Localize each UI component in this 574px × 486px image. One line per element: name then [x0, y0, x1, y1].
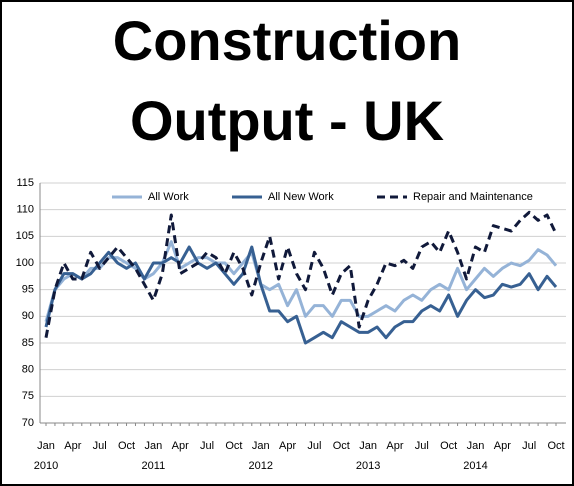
- x-tick-label: Apr: [64, 440, 81, 452]
- x-tick-label: Jan: [467, 440, 485, 452]
- x-tick-label: Jul: [93, 440, 107, 452]
- x-tick-label: Oct: [333, 440, 350, 452]
- x-tick-label: Jul: [522, 440, 536, 452]
- y-tick-label: 110: [16, 204, 34, 216]
- y-tick-label: 90: [22, 310, 34, 322]
- y-tick-label: 80: [22, 364, 34, 376]
- title-line: Output - UK: [130, 89, 444, 152]
- series-line: [44, 245, 558, 345]
- x-tick-label: Jan: [37, 440, 55, 452]
- legend-label: Repair and Maintenance: [413, 191, 533, 203]
- x-tick-label: Jan: [359, 440, 377, 452]
- year-label: 2014: [463, 460, 487, 472]
- title-line: Construction: [113, 9, 461, 72]
- x-tick-label: Oct: [440, 440, 457, 452]
- x-tick-label: Jan: [144, 440, 162, 452]
- x-tick-label: Oct: [225, 440, 242, 452]
- year-label: 2012: [248, 460, 272, 472]
- y-tick-label: 70: [22, 417, 34, 429]
- x-tick-label: Jul: [200, 440, 214, 452]
- legend-label: All New Work: [268, 191, 334, 203]
- legend-label: All Work: [148, 191, 189, 203]
- x-tick-label: Jul: [307, 440, 321, 452]
- x-tick-label: Apr: [386, 440, 403, 452]
- x-tick-label: Apr: [172, 440, 189, 452]
- y-tick-label: 85: [22, 337, 34, 349]
- y-tick-label: 100: [16, 257, 34, 269]
- x-tick-label: Apr: [279, 440, 296, 452]
- y-tick-label: 115: [16, 177, 34, 189]
- y-tick-label: 105: [16, 230, 34, 242]
- x-tick-label: Oct: [547, 440, 564, 452]
- x-tick-label: Jan: [252, 440, 270, 452]
- year-label: 2010: [34, 460, 58, 472]
- y-tick-label: 95: [22, 284, 34, 296]
- x-tick-label: Jul: [415, 440, 429, 452]
- y-tick-label: 75: [22, 390, 34, 402]
- year-label: 2011: [142, 460, 166, 472]
- x-tick-label: Oct: [118, 440, 135, 452]
- year-label: 2013: [356, 460, 380, 472]
- series-line: [44, 210, 558, 338]
- x-tick-label: Apr: [494, 440, 511, 452]
